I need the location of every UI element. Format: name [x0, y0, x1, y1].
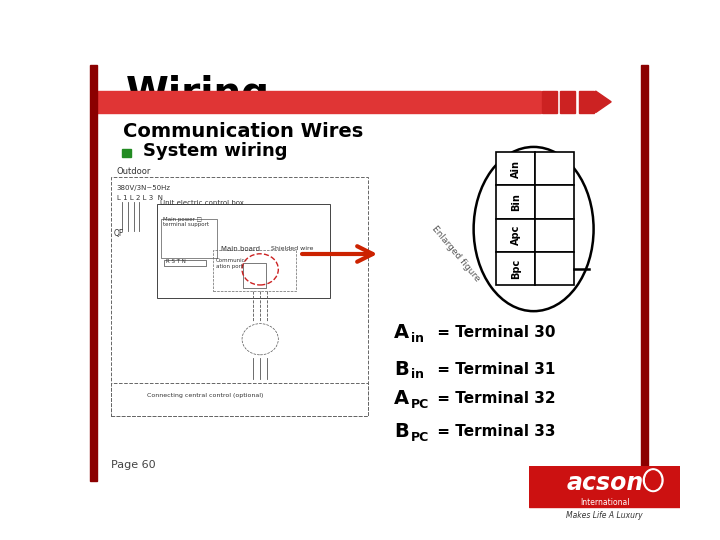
Text: International: International	[580, 498, 629, 508]
Bar	[90, 65, 97, 481]
Bar	[496, 185, 535, 219]
Bar	[161, 219, 217, 258]
Bar	[535, 219, 575, 252]
Text: System wiring: System wiring	[143, 141, 287, 160]
Bar	[157, 204, 330, 298]
Text: B: B	[394, 360, 409, 379]
Text: A: A	[394, 389, 409, 408]
Bar	[542, 91, 557, 113]
Text: Ain: Ain	[510, 160, 521, 178]
Text: acson: acson	[566, 471, 644, 495]
Text: Shielded wire: Shielded wire	[271, 246, 314, 251]
Bar	[535, 252, 575, 285]
Text: ation port: ation port	[215, 264, 243, 269]
Text: Makes Life A Luxury: Makes Life A Luxury	[567, 511, 643, 521]
Text: Main power □: Main power □	[163, 217, 202, 222]
Text: Enlarged figure: Enlarged figure	[430, 225, 481, 284]
Text: in: in	[411, 368, 424, 381]
Text: B: B	[394, 422, 409, 441]
Bar	[97, 91, 541, 113]
Bar	[535, 185, 575, 219]
Bar	[641, 65, 648, 481]
Text: Main board: Main board	[221, 246, 260, 252]
Text: Bin: Bin	[510, 193, 521, 211]
Ellipse shape	[474, 147, 593, 311]
Text: Unit electric control box: Unit electric control box	[160, 200, 243, 206]
Text: PC: PC	[411, 431, 429, 444]
Bar	[164, 260, 206, 266]
Bar	[496, 219, 535, 252]
Polygon shape	[595, 91, 611, 113]
Text: in: in	[411, 332, 424, 345]
Bar	[560, 91, 575, 113]
Bar	[579, 91, 594, 113]
Text: = Terminal 30: = Terminal 30	[432, 326, 556, 341]
Text: Page 60: Page 60	[111, 460, 156, 470]
Text: 380V/3N~50Hz: 380V/3N~50Hz	[117, 185, 171, 191]
Text: terminal support: terminal support	[163, 222, 209, 227]
Text: Wiring: Wiring	[126, 75, 270, 113]
Ellipse shape	[646, 471, 661, 490]
Text: Bpc: Bpc	[510, 259, 521, 279]
Text: = Terminal 31: = Terminal 31	[432, 362, 555, 377]
Bar	[496, 152, 535, 185]
Text: Connecting central control (optional): Connecting central control (optional)	[148, 394, 264, 399]
Bar	[529, 466, 680, 507]
Text: PC: PC	[411, 397, 429, 410]
Text: Communication Wires: Communication Wires	[124, 122, 364, 141]
Bar	[243, 263, 266, 288]
Ellipse shape	[644, 469, 663, 491]
Bar	[535, 152, 575, 185]
Text: L 1 L 2 L 3  N: L 1 L 2 L 3 N	[117, 194, 163, 200]
Text: Communic-: Communic-	[215, 258, 247, 264]
Bar	[111, 177, 368, 416]
Text: = Terminal 33: = Terminal 33	[432, 424, 556, 439]
Text: Outdoor: Outdoor	[117, 167, 151, 176]
Text: QF: QF	[114, 229, 125, 238]
Text: A: A	[394, 323, 409, 342]
Bar	[213, 250, 297, 292]
Bar	[122, 149, 131, 157]
Text: Apc: Apc	[510, 225, 521, 246]
Bar	[496, 252, 535, 285]
Text: R S T N: R S T N	[166, 259, 186, 264]
Text: = Terminal 32: = Terminal 32	[432, 391, 556, 406]
Bar	[111, 383, 368, 416]
